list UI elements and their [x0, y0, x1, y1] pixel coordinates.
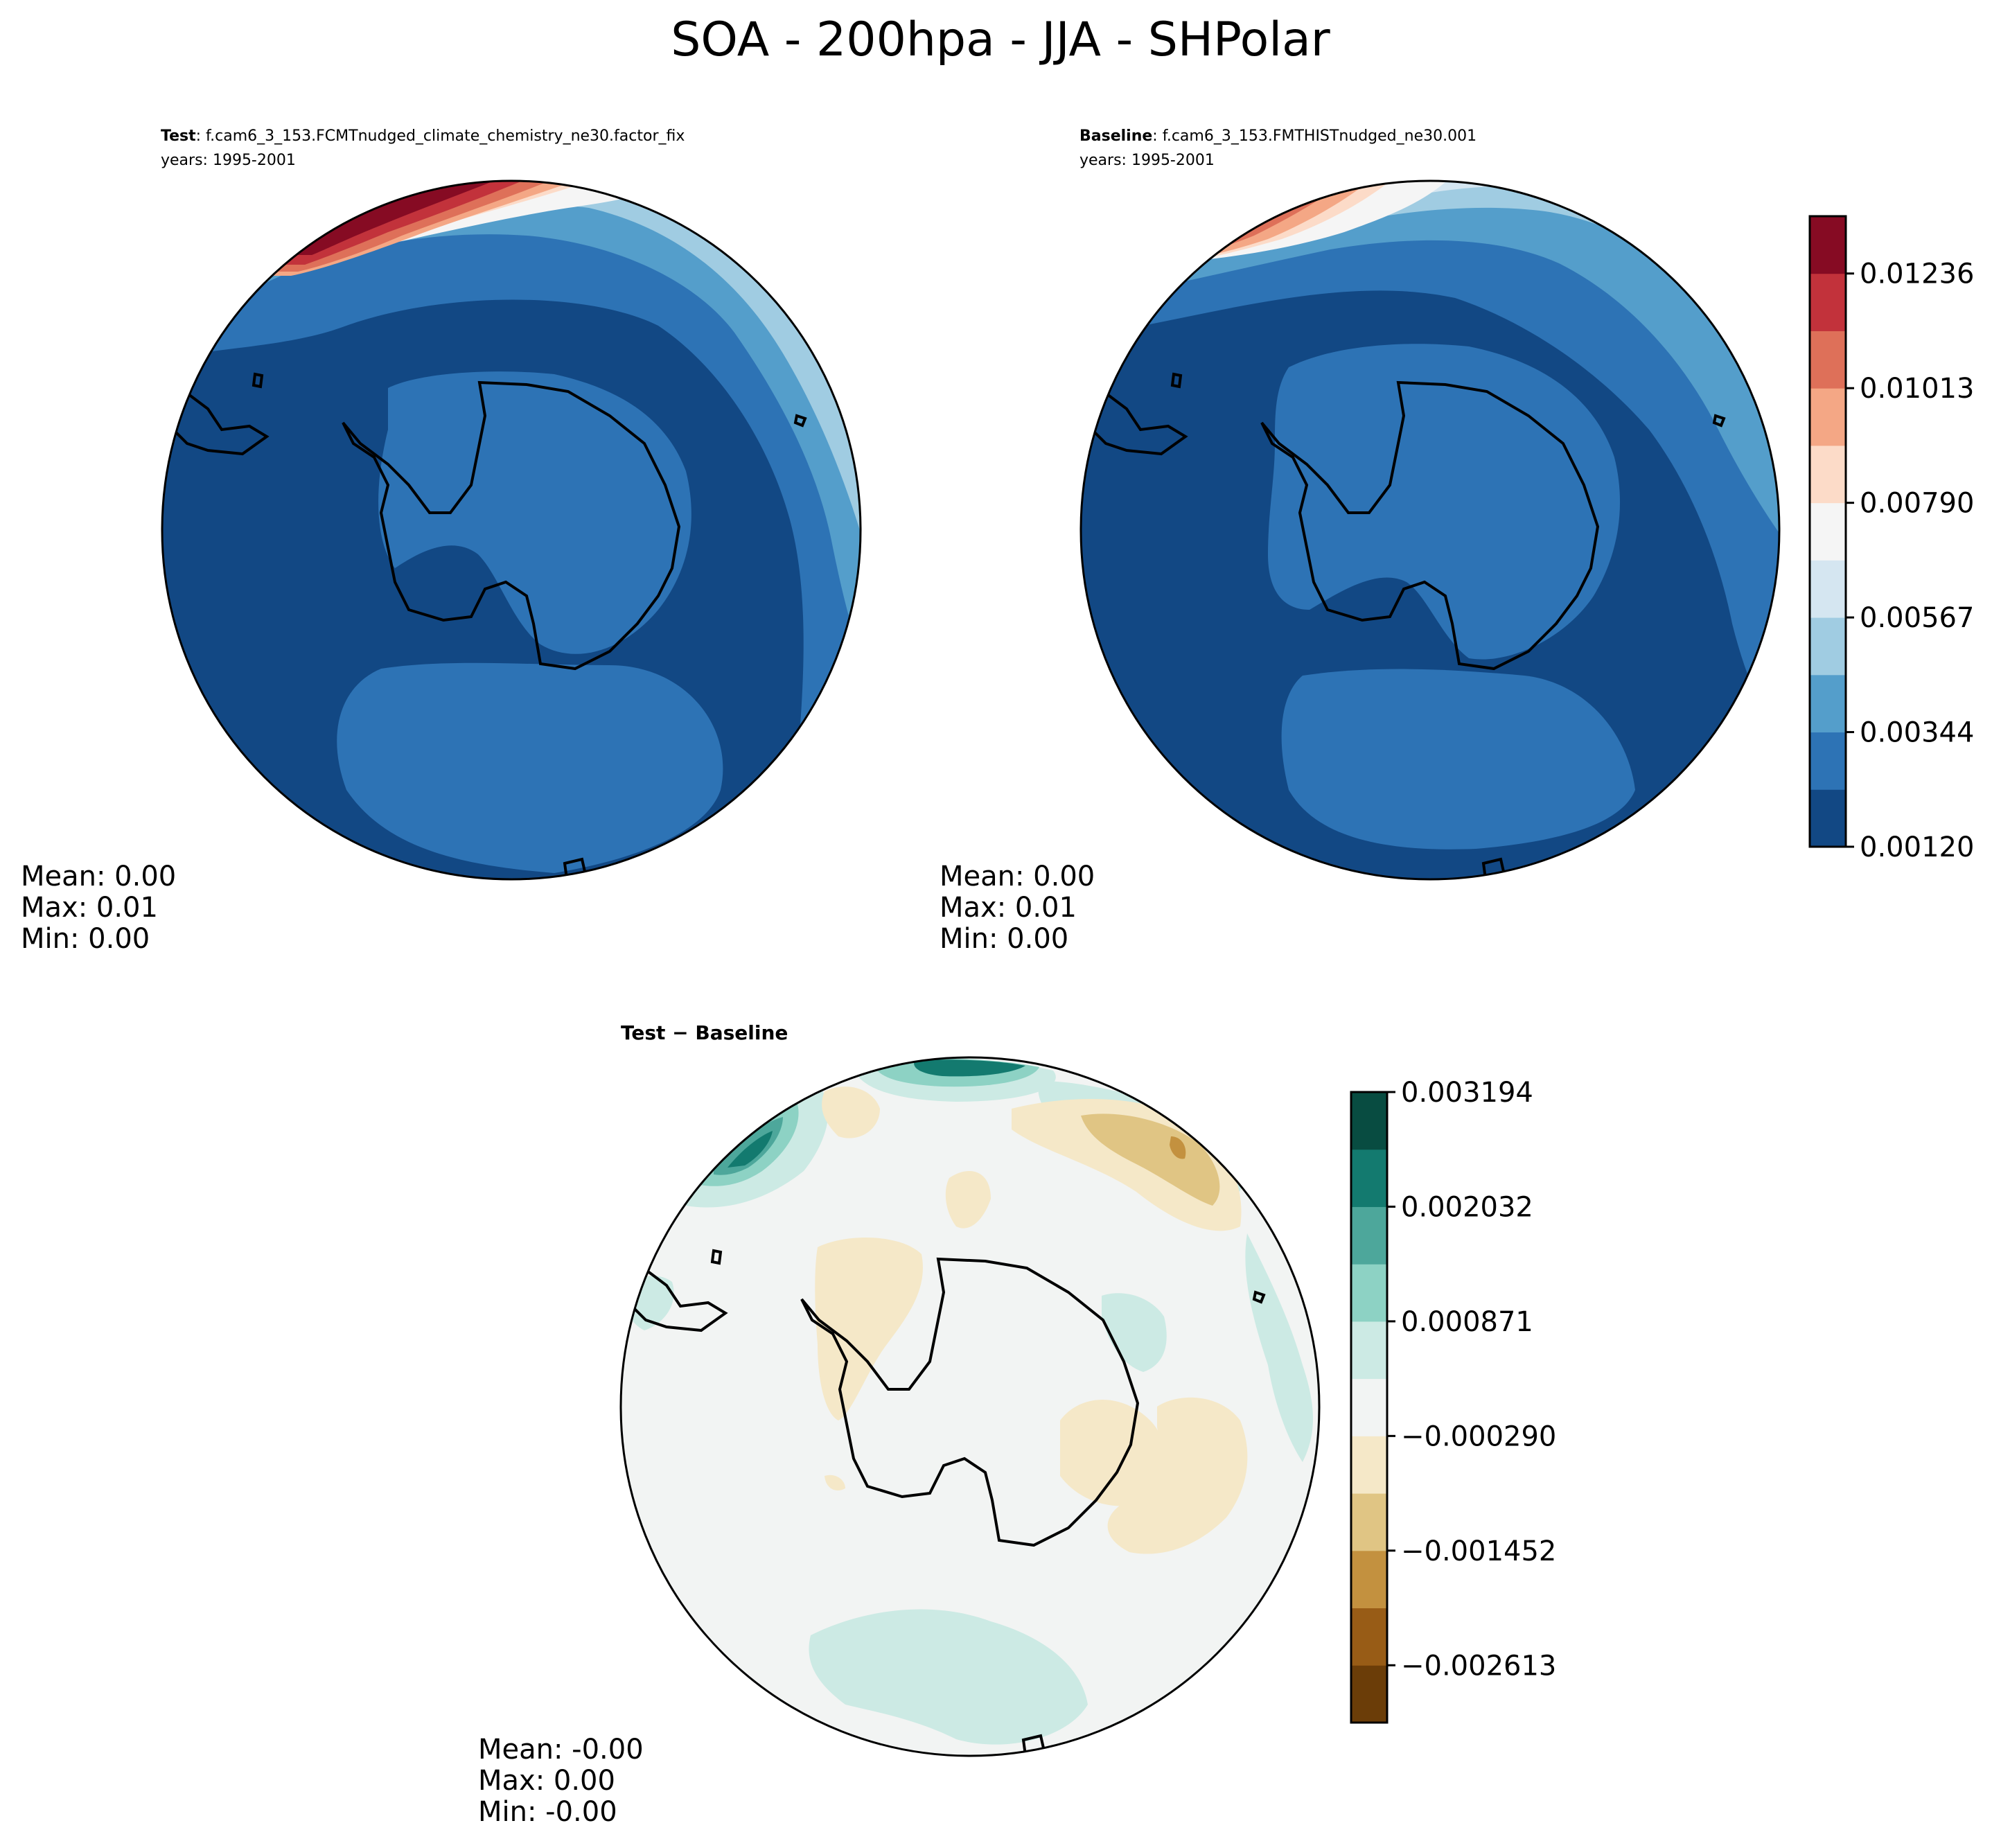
- main-colorbar-tick-label: 0.00790: [1860, 488, 1974, 520]
- diff-stat-mean: Mean: -0.00: [478, 1734, 644, 1766]
- main-colorbar-segment: [1810, 331, 1846, 389]
- diff-colorbar-segment: [1351, 1206, 1387, 1265]
- diff-map-border: [619, 1056, 1321, 1757]
- figure-title: SOA - 200hpa - JJA - SHPolar: [671, 12, 1330, 67]
- diff-neg-upper-right: [1012, 1099, 1242, 1231]
- diff-colorbar-tick-label: 0.002032: [1401, 1191, 1533, 1223]
- diff-pos-left-core: [728, 1131, 773, 1168]
- baseline-map-border: [1079, 179, 1781, 881]
- diff-neg-east: [1060, 1400, 1165, 1506]
- diff-neg-southeast: [1107, 1397, 1248, 1554]
- baseline-island-b: [1170, 372, 1183, 389]
- diff-colorbar-tick-label: −0.001452: [1401, 1535, 1556, 1567]
- diff-colorbar-tick-label: −0.000290: [1401, 1420, 1556, 1452]
- diff-stat-max: Max: 0.00: [478, 1765, 615, 1797]
- baseline-title: Baseline: f.cam6_3_153.FMTHISTnudged_ne3…: [1079, 127, 1476, 145]
- diff-neg-mid: [945, 1171, 991, 1229]
- diff-colorbar-tick-label: 0.003194: [1401, 1077, 1533, 1109]
- diff-colorbar-segment: [1351, 1493, 1387, 1551]
- baseline-island-a: [1712, 414, 1726, 428]
- diff-pos-left-strong: [714, 1117, 783, 1175]
- test-ocean-low: [337, 662, 723, 873]
- test-stat-min: Min: 0.00: [21, 923, 150, 955]
- main-colorbar-frame: [1808, 215, 1847, 848]
- diff-colorbar-segment: [1351, 1149, 1387, 1207]
- test-map-field: [162, 181, 861, 879]
- test-stat-max: Max: 0.01: [21, 892, 158, 924]
- diff-colorbar-segment: [1351, 1321, 1387, 1380]
- diff-colorbar-frame: [1350, 1091, 1389, 1724]
- baseline-stat-min: Min: 0.00: [940, 923, 1068, 955]
- main-colorbar-segment: [1810, 216, 1846, 274]
- main-colorbar-segment: [1810, 388, 1846, 446]
- test-coastline: [342, 380, 681, 671]
- test-panel: Test: f.cam6_3_153.FCMTnudged_climate_ch…: [21, 127, 862, 955]
- main-colorbar-segment: [1810, 789, 1846, 847]
- test-title-bold: Test: [161, 127, 196, 145]
- test-title-rest: : f.cam6_3_153.FCMTnudged_climate_chemis…: [196, 127, 685, 145]
- diff-neg-peninsula: [815, 1238, 923, 1420]
- diff-colorbar-tick-label: −0.002613: [1401, 1650, 1556, 1682]
- test-title: Test: f.cam6_3_153.FCMTnudged_climate_ch…: [161, 127, 685, 145]
- baseline-south-america: [1091, 387, 1188, 456]
- main-colorbar-tick-label: 0.00120: [1860, 831, 1974, 863]
- main-colorbar-segment: [1810, 560, 1846, 618]
- test-map-border: [161, 179, 862, 881]
- main-colorbar-tick-label: 0.00567: [1860, 602, 1974, 634]
- main-colorbar-tick-label: 0.01013: [1860, 373, 1974, 405]
- diff-colorbar-segment: [1351, 1608, 1387, 1666]
- baseline-stat-mean: Mean: 0.00: [940, 861, 1095, 892]
- diff-colorbar-segment: [1351, 1378, 1387, 1436]
- baseline-ocean-low: [1281, 669, 1635, 850]
- baseline-coastline: [1260, 380, 1600, 671]
- diff-colorbar-tick-label: 0.000871: [1401, 1306, 1533, 1338]
- diff-island-a: [1252, 1290, 1266, 1304]
- diff-map-field: [621, 1057, 1319, 1756]
- baseline-band-b: [1081, 181, 1779, 554]
- main-colorbar-segment: [1810, 502, 1846, 561]
- main-colorbar-segment: [1810, 617, 1846, 676]
- diff-neg-upper-right-core: [1170, 1136, 1186, 1159]
- baseline-subtitle: years: 1995-2001: [1079, 152, 1215, 169]
- main-colorbar-segment: [1810, 273, 1846, 331]
- baseline-title-bold: Baseline: [1079, 127, 1152, 145]
- baseline-title-rest: : f.cam6_3_153.FMTHISTnudged_ne30.001: [1152, 127, 1476, 145]
- diff-neg-top-left: [822, 1086, 880, 1138]
- diff-colorbar-segment: [1351, 1665, 1387, 1723]
- diff-panel: Test − Baseline: [478, 1021, 1321, 1828]
- diff-colorbar-segment: [1351, 1264, 1387, 1322]
- main-colorbar-segment: [1810, 445, 1846, 504]
- test-stat-mean: Mean: 0.00: [21, 861, 176, 892]
- diff-pos-bottom: [809, 1609, 1088, 1745]
- test-island-a: [793, 414, 807, 428]
- diff-title: Test − Baseline: [621, 1021, 788, 1044]
- baseline-antarctic-low: [1268, 344, 1621, 660]
- test-subtitle: years: 1995-2001: [161, 152, 296, 169]
- diff-neg-upper-right-mid: [1081, 1114, 1220, 1206]
- test-antarctic-low: [378, 371, 691, 654]
- main-colorbar-tick-label: 0.00344: [1860, 717, 1974, 749]
- diff-pos-top-strong: [914, 1059, 1025, 1077]
- baseline-map-field: [1081, 181, 1779, 879]
- diff-neg-small: [825, 1475, 845, 1490]
- main-colorbar-tick-label: 0.01236: [1860, 258, 1974, 290]
- diff-colorbar-segment: [1351, 1436, 1387, 1494]
- baseline-panel: Baseline: f.cam6_3_153.FMTHISTnudged_ne3…: [940, 127, 1781, 955]
- diff-colorbar: −0.002613 −0.001452 −0.000290 0.000871 0.002…: [1350, 1077, 1556, 1724]
- diff-pos-right-edge: [1245, 1233, 1313, 1462]
- test-island-b: [252, 372, 264, 389]
- diff-south-america: [631, 1263, 728, 1332]
- diff-island-b: [710, 1249, 723, 1265]
- diff-colorbar-segment: [1351, 1550, 1387, 1609]
- test-south-america: [172, 387, 270, 456]
- main-colorbar: 0.00120 0.00344 0.00567 0.00790 0.01013 0.012…: [1808, 215, 1974, 863]
- diff-colorbar-segment: [1351, 1092, 1387, 1150]
- diff-coastline: [800, 1257, 1140, 1547]
- baseline-stat-max: Max: 0.01: [940, 892, 1077, 924]
- main-colorbar-segment: [1810, 732, 1846, 790]
- baseline-band-a: [1081, 181, 1779, 762]
- main-colorbar-segment: [1810, 674, 1846, 733]
- diff-stat-min: Min: -0.00: [478, 1796, 617, 1828]
